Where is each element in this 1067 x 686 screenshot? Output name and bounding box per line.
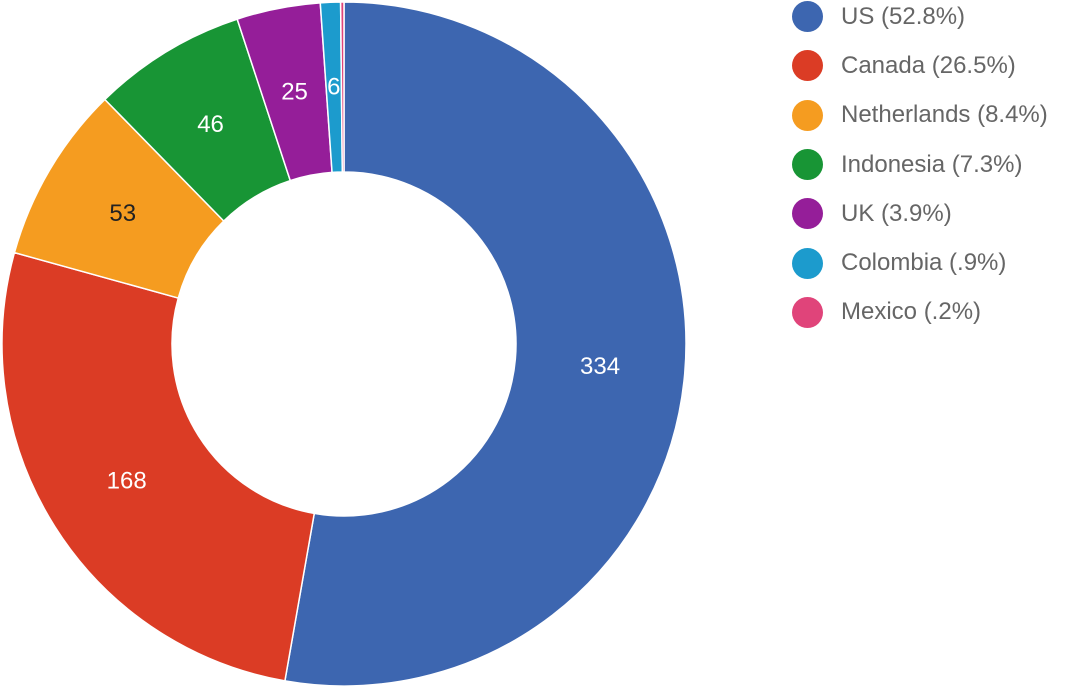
legend-item-netherlands: Netherlands (8.4%) xyxy=(792,91,1048,140)
legend-label: Canada (26.5%) xyxy=(841,51,1016,79)
slice-label-indonesia: 46 xyxy=(197,111,224,138)
slice-label-us: 334 xyxy=(580,353,620,380)
slice-label-canada: 168 xyxy=(107,468,147,495)
legend: US (52.8%) Canada (26.5%) Netherlands (8.4… xyxy=(792,0,1048,337)
slice-canada xyxy=(1,251,316,682)
legend-label: US (52.8%) xyxy=(841,2,966,30)
slice-label-netherlands: 53 xyxy=(109,200,136,227)
slices-group xyxy=(1,1,687,686)
legend-swatch-icon xyxy=(792,50,823,82)
legend-swatch-icon xyxy=(792,99,823,131)
legend-label: Netherlands (8.4%) xyxy=(841,101,1048,129)
legend-swatch-icon xyxy=(792,1,823,33)
legend-label: Mexico (.2%) xyxy=(841,298,982,326)
legend-swatch-icon xyxy=(792,149,823,181)
slice-mexico xyxy=(339,1,345,173)
legend-swatch-icon xyxy=(792,296,823,328)
legend-swatch-icon xyxy=(792,247,823,279)
legend-item-colombia: Colombia (.9%) xyxy=(792,238,1048,287)
slice-label-colombia: 6 xyxy=(327,74,340,101)
slice-us xyxy=(284,1,687,686)
legend-label: Indonesia (7.3%) xyxy=(841,150,1023,178)
slice-labels-group: 334 168 53 46 25 6 xyxy=(107,74,620,495)
legend-item-mexico: Mexico (.2%) xyxy=(792,288,1048,337)
slice-label-uk: 25 xyxy=(281,78,308,105)
legend-item-indonesia: Indonesia (7.3%) xyxy=(792,140,1048,189)
legend-swatch-icon xyxy=(792,198,823,230)
legend-label: Colombia (.9%) xyxy=(841,249,1007,277)
donut-chart: 334 168 53 46 25 6 xyxy=(1,1,687,686)
legend-item-us: US (52.8%) xyxy=(792,0,1048,41)
legend-label: UK (3.9%) xyxy=(841,199,952,227)
legend-item-canada: Canada (26.5%) xyxy=(792,41,1048,90)
legend-item-uk: UK (3.9%) xyxy=(792,189,1048,238)
